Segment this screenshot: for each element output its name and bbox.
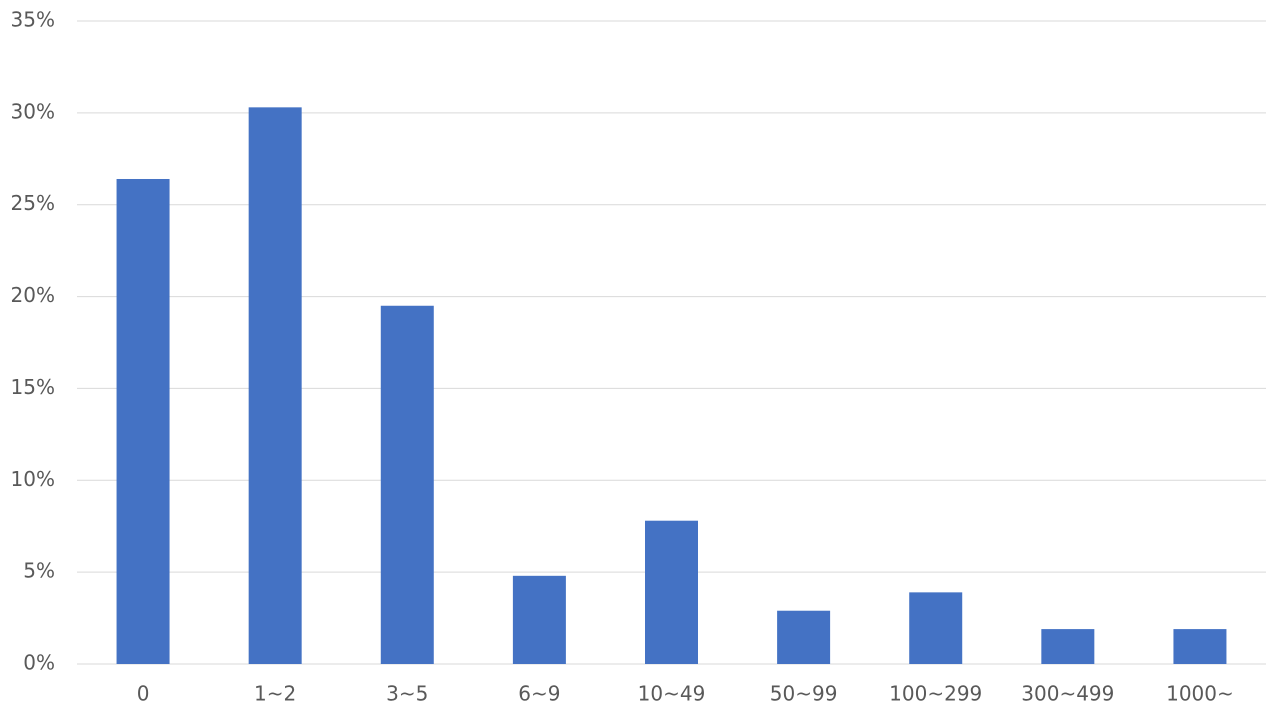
bar (645, 520, 698, 664)
x-tick-label: 10~49 (638, 682, 706, 706)
bar (777, 610, 831, 664)
x-tick-label: 100~299 (889, 682, 982, 706)
y-tick-label: 0% (23, 651, 55, 675)
x-tick-label: 3~5 (386, 682, 428, 706)
y-tick-label: 15% (11, 375, 55, 399)
bar (116, 178, 170, 664)
x-tick-label: 1~2 (254, 682, 296, 706)
x-tick-label: 50~99 (770, 682, 838, 706)
y-tick-label: 10% (11, 467, 55, 491)
y-tick-label: 25% (11, 191, 55, 215)
y-tick-label: 35% (11, 8, 55, 32)
bar (512, 575, 566, 664)
y-tick-label: 30% (11, 99, 55, 123)
bar (248, 107, 302, 665)
bar (1173, 629, 1227, 664)
y-tick-label: 5% (23, 559, 55, 583)
x-tick-label: 6~9 (518, 682, 560, 706)
x-tick-label: 1000~ (1166, 682, 1234, 706)
x-tick-label: 0 (137, 682, 150, 706)
bar (1041, 629, 1095, 664)
bar (909, 592, 963, 664)
x-tick-label: 300~499 (1021, 682, 1114, 706)
bar (380, 305, 434, 664)
y-tick-label: 20% (11, 283, 55, 307)
